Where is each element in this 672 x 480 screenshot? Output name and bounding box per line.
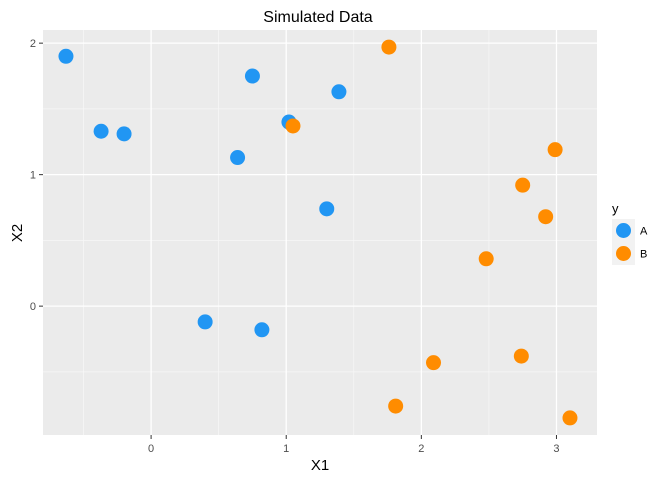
legend: y AB [612, 201, 648, 265]
legend-label-b: B [640, 249, 647, 261]
legend-label-a: A [640, 226, 648, 238]
data-point-b [426, 355, 442, 371]
x-tick-label: 2 [418, 443, 424, 455]
data-point-b [538, 209, 554, 225]
legend-title: y [612, 201, 619, 216]
data-point-b [388, 398, 404, 414]
data-point-b [381, 39, 397, 55]
legend-items: AB [612, 219, 648, 265]
data-point-a [244, 68, 260, 84]
legend-key-b [616, 246, 631, 261]
data-point-b [478, 251, 494, 267]
y-tick-label: 2 [30, 38, 36, 50]
data-point-a [331, 84, 347, 100]
data-point-b [547, 142, 563, 158]
data-point-a [116, 126, 132, 142]
chart-title: Simulated Data [263, 9, 372, 26]
y-axis-title: X2 [9, 224, 26, 242]
data-point-b [515, 177, 531, 193]
data-points [58, 39, 578, 426]
plot-panel [43, 30, 597, 435]
data-point-b [562, 410, 578, 426]
x-axis-ticks: 0 1 2 3 [148, 435, 560, 455]
data-point-a [93, 123, 109, 139]
y-tick-label: 0 [30, 301, 36, 313]
data-point-a [254, 322, 270, 338]
y-axis-ticks: 0 1 2 [30, 38, 43, 313]
x-axis-title: X1 [311, 457, 329, 474]
data-point-a [58, 48, 74, 64]
y-tick-label: 1 [30, 170, 36, 182]
data-point-b [285, 118, 301, 134]
data-point-a [230, 150, 246, 166]
minor-gridlines [43, 30, 597, 435]
major-gridlines [43, 30, 597, 435]
x-tick-label: 3 [553, 443, 559, 455]
data-point-a [319, 201, 335, 217]
x-tick-label: 1 [283, 443, 289, 455]
data-point-b [513, 348, 529, 364]
x-tick-label: 0 [148, 443, 154, 455]
legend-key-a [616, 223, 631, 238]
data-point-a [197, 314, 213, 330]
